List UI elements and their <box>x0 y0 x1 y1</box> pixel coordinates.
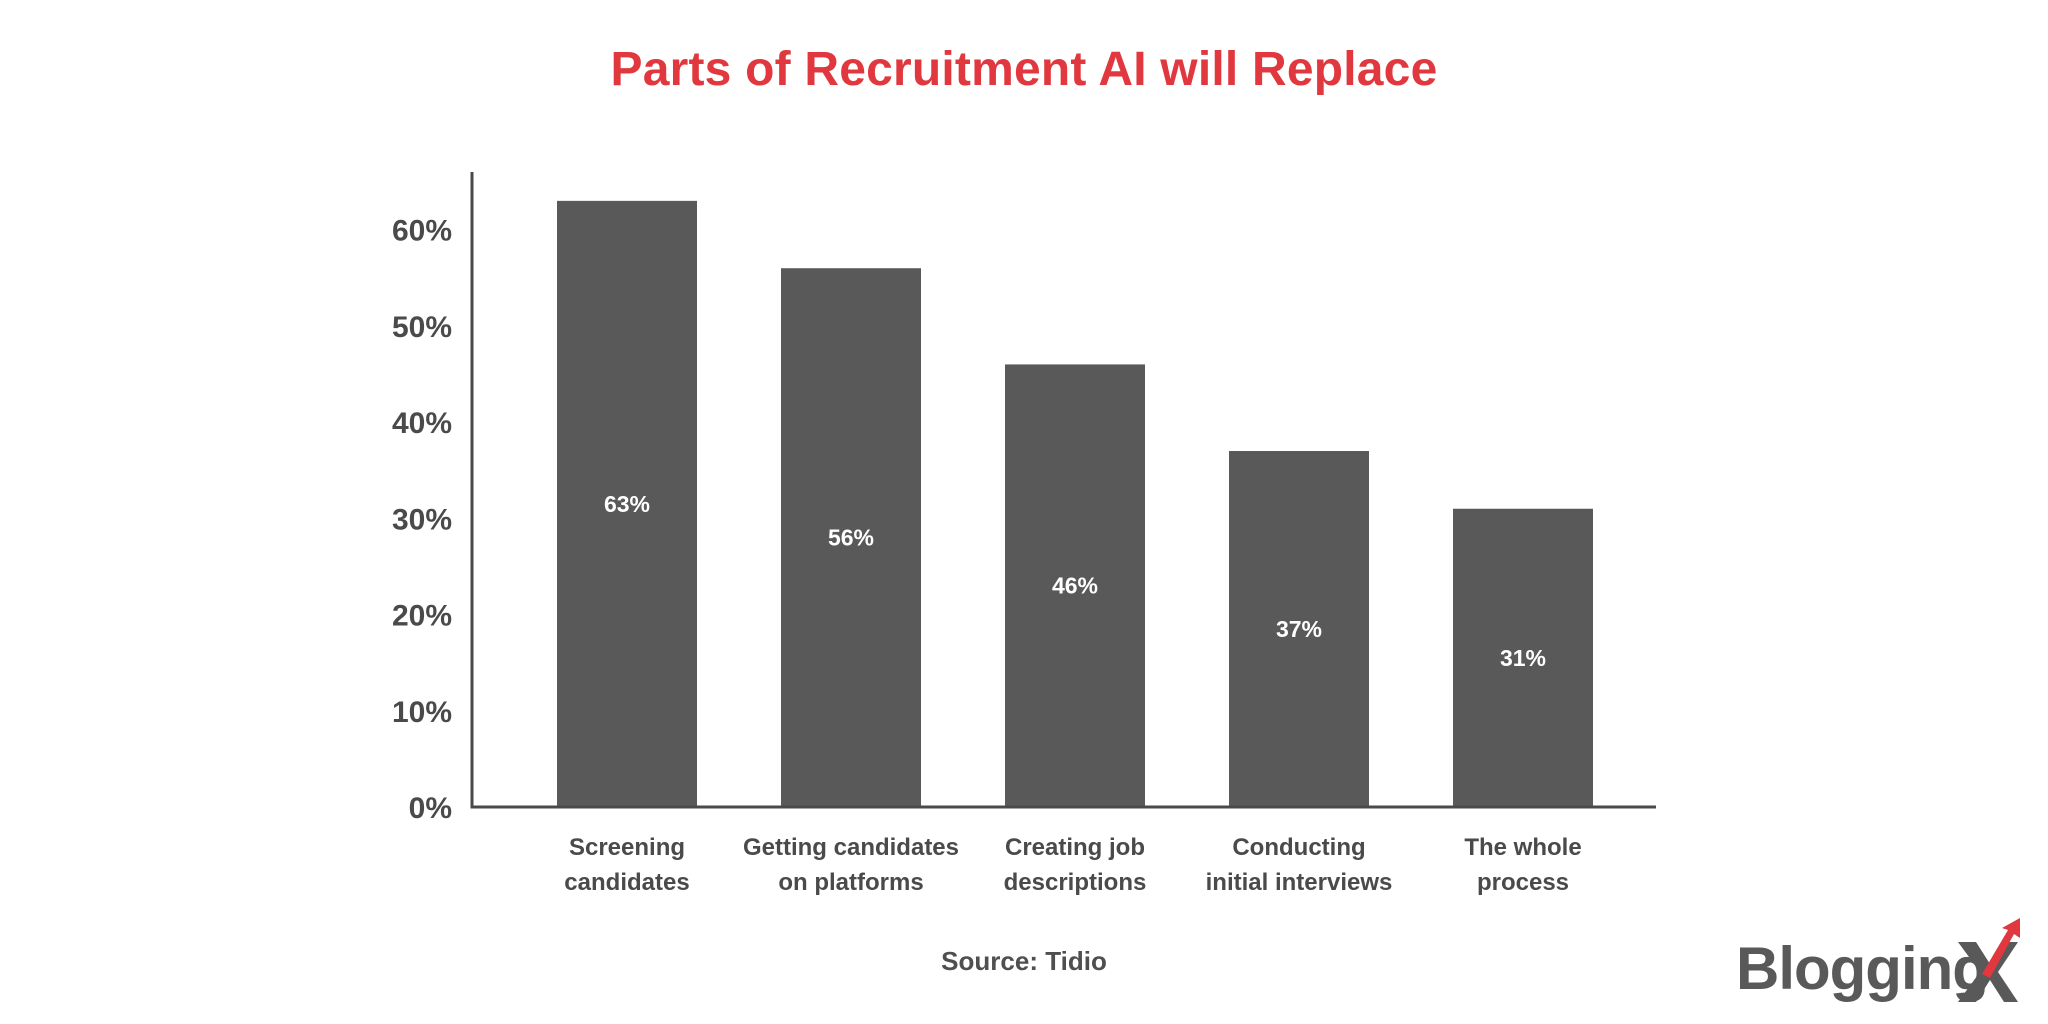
x-tick-label: The whole <box>1464 834 1581 861</box>
bar <box>1229 451 1369 807</box>
x-tick-label: Creating job <box>1005 834 1145 861</box>
y-tick-label: 50% <box>392 311 452 344</box>
x-tick-label: descriptions <box>1004 869 1147 896</box>
x-tick-label: Getting candidates <box>743 834 959 861</box>
bars: 63% 56% 46% 37% 31% <box>557 200 1593 807</box>
y-tick-label: 10% <box>392 696 452 729</box>
x-tick-label: on platforms <box>778 869 923 896</box>
y-tick-label: 30% <box>392 503 452 536</box>
bar <box>1453 508 1593 807</box>
y-tick-label: 0% <box>409 792 452 825</box>
x-axis-ticks: Screening candidates Getting candidates on … <box>564 834 1581 896</box>
x-tick-label: candidates <box>564 869 689 896</box>
y-axis-ticks: 0% 10% 20% 30% 40% 50% 60% <box>392 215 452 825</box>
bar-data-label: 46% <box>1052 573 1098 599</box>
bar-data-label: 37% <box>1276 616 1322 642</box>
source-note: Source: Tidio <box>941 946 1107 976</box>
x-tick-label: Conducting <box>1232 834 1365 861</box>
bar-data-label: 31% <box>1500 645 1546 671</box>
bloggingx-logo: Blogging <box>1736 912 2026 1012</box>
bar <box>781 268 921 807</box>
bar <box>557 200 697 807</box>
logo-x-mark-icon <box>1958 918 2020 1002</box>
y-tick-label: 40% <box>392 407 452 440</box>
bar-data-label: 63% <box>604 491 650 517</box>
x-tick-label: process <box>1477 869 1569 896</box>
bar-data-label: 56% <box>828 525 874 551</box>
bar <box>1005 364 1145 807</box>
y-tick-label: 20% <box>392 600 452 633</box>
x-tick-label: Screening <box>569 834 685 861</box>
y-tick-label: 60% <box>392 215 452 248</box>
logo-text: Blogging <box>1736 935 1989 1002</box>
x-tick-label: initial interviews <box>1206 869 1393 896</box>
chart-title: Parts of Recruitment AI will Replace <box>610 43 1438 96</box>
